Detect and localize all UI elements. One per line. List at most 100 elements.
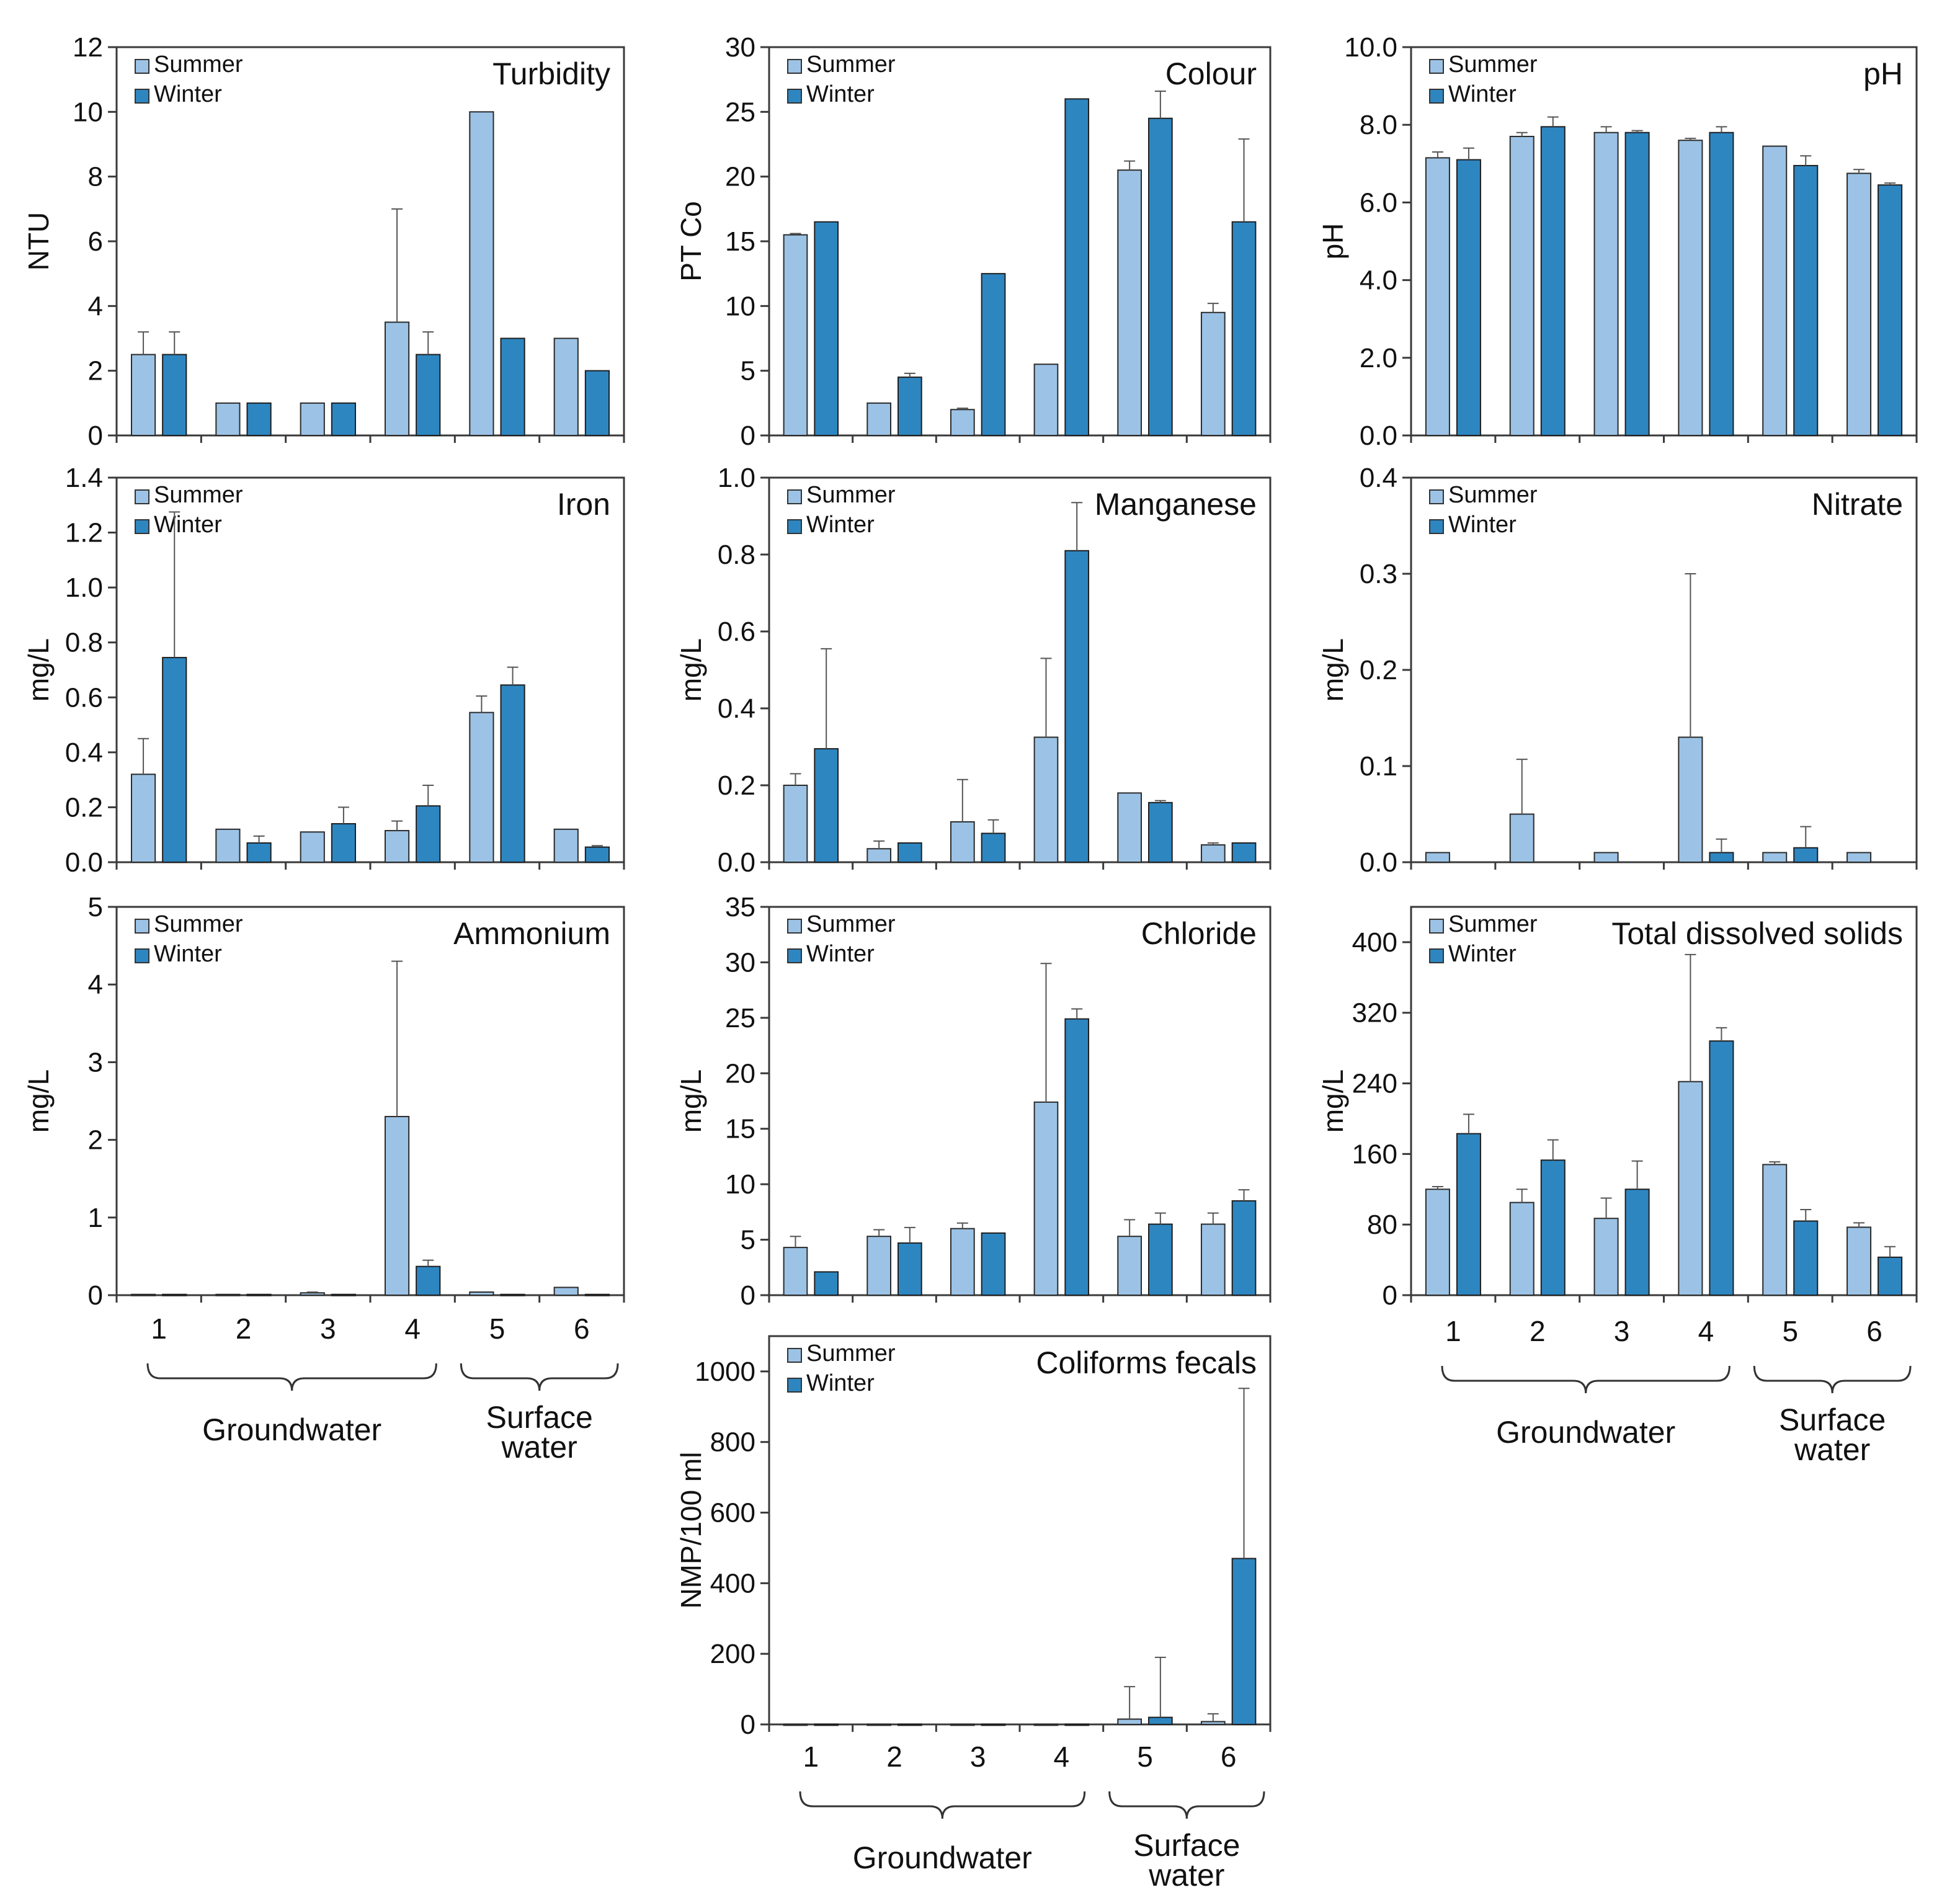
y-tick-label: 4 — [88, 970, 103, 1000]
panel-colour: 0 5 10 15 20 25 30 PT Co Colour Summer Winter — [675, 32, 1272, 451]
y-tick-label: 0.1 — [1360, 751, 1397, 782]
y-tick-label: 0 — [88, 421, 103, 451]
bar-winter-site-5 — [1148, 1223, 1173, 1296]
bar-winter-site-3 — [981, 273, 1006, 436]
y-tick-label: 5 — [88, 892, 103, 922]
category-label: 2 — [886, 1741, 902, 1773]
y-axis-label: mg/L — [22, 1069, 55, 1133]
bar-winter-site-5 — [500, 337, 525, 436]
bar-winter-site-4 — [1709, 852, 1734, 863]
y-tick-label: 10.0 — [1344, 32, 1397, 63]
surface-water-brace — [460, 1363, 619, 1391]
bar-winter-site-4 — [1709, 132, 1734, 436]
bar-summer-site-4 — [1033, 1101, 1059, 1296]
panel-title: Total dissolved solids — [1611, 916, 1903, 951]
bar-winter-site-6 — [1231, 1558, 1257, 1726]
y-tick-label: 5 — [741, 1225, 755, 1255]
bar-winter-site-2 — [1540, 126, 1566, 437]
panel-iron: 0.0 0.2 0.4 0.6 0.8 1.0 1.2 1.4 mg/L Iron Summer Wi… — [22, 463, 625, 878]
plot-frame — [1410, 476, 1918, 863]
y-axis-label: mg/L — [675, 638, 707, 702]
legend-swatch-summer — [1429, 59, 1444, 74]
bar-winter-site-1 — [162, 657, 187, 863]
bar-winter-site-4 — [1064, 98, 1090, 436]
bar-summer-site-5 — [1762, 145, 1788, 436]
y-axis-label: mg/L — [675, 1069, 707, 1133]
bar-winter-site-4 — [1709, 1040, 1734, 1296]
y-tick-label: 0.8 — [65, 628, 103, 658]
legend-swatch-summer — [787, 919, 802, 934]
legend-swatch-winter — [787, 948, 802, 963]
bar-summer-site-3 — [300, 831, 325, 863]
y-tick-label: 600 — [710, 1498, 755, 1528]
panel-title: Chloride — [1141, 916, 1257, 951]
bar-summer-site-6 — [1200, 1223, 1226, 1296]
y-tick-label: 0 — [741, 421, 755, 451]
bar-summer-site-5 — [469, 111, 494, 437]
bar-winter-site-4 — [416, 805, 441, 863]
bar-summer-site-4 — [1678, 736, 1703, 863]
plot-frame — [1410, 46, 1918, 437]
y-tick-label: 25 — [725, 97, 755, 127]
legend-label-summer: Summer — [1448, 51, 1538, 78]
y-tick-label: 4 — [88, 291, 103, 321]
y-tick-label: 15 — [725, 226, 755, 257]
group-label-surface: Surface — [486, 1400, 593, 1435]
legend-swatch-winter — [787, 89, 802, 104]
y-tick-label: 0 — [741, 1280, 755, 1311]
category-label: 4 — [1698, 1315, 1714, 1347]
legend-swatch-summer — [1429, 919, 1444, 934]
y-tick-label: 0.6 — [65, 682, 103, 713]
y-axis-label: NTU — [22, 212, 55, 271]
y-tick-label: 160 — [1352, 1139, 1397, 1169]
bar-winter-site-5 — [1148, 117, 1173, 436]
bar-winter-site-2 — [898, 842, 922, 863]
category-label: 3 — [970, 1741, 986, 1773]
y-tick-label: 1 — [88, 1203, 103, 1233]
bar-summer-site-5 — [1762, 852, 1788, 863]
bar-winter-site-3 — [331, 402, 357, 436]
category-label: 2 — [1530, 1315, 1546, 1347]
bar-winter-site-2 — [246, 842, 272, 863]
bar-summer-site-2 — [866, 848, 891, 863]
y-tick-label: 240 — [1352, 1069, 1397, 1099]
panel-title: Iron — [557, 487, 610, 522]
bar-winter-site-4 — [416, 1265, 441, 1296]
category-label: 2 — [236, 1313, 252, 1345]
bar-winter-site-4 — [416, 354, 441, 436]
groundwater-brace — [146, 1363, 437, 1391]
legend-label-winter: Winter — [806, 1370, 875, 1396]
bar-winter-site-5 — [500, 684, 525, 863]
legend-label-summer: Summer — [154, 911, 243, 937]
panel-manganese: 0.0 0.2 0.4 0.6 0.8 1.0 mg/L Manganese Summer Win… — [675, 463, 1272, 878]
bar-winter-site-6 — [1878, 1256, 1903, 1296]
bar-summer-site-6 — [553, 828, 579, 863]
legend-swatch-summer — [787, 1348, 802, 1363]
legend-swatch-summer — [135, 59, 149, 74]
y-tick-label: 2 — [88, 1125, 103, 1156]
y-tick-label: 3 — [88, 1047, 103, 1077]
legend-label-summer: Summer — [1448, 482, 1538, 508]
legend-swatch-winter — [787, 1378, 802, 1393]
panel-title: Colour — [1165, 56, 1257, 91]
bar-winter-site-3 — [981, 832, 1006, 863]
category-label: 6 — [1866, 1315, 1882, 1347]
panel-chloride: 0 5 10 15 20 25 30 35 mg/L Chloride Summer Winter — [675, 892, 1272, 1311]
bar-summer-site-4 — [1678, 140, 1703, 437]
y-tick-label: 6.0 — [1360, 187, 1397, 218]
bar-winter-site-4 — [1064, 1018, 1090, 1296]
bar-winter-site-6 — [584, 1293, 610, 1296]
y-tick-label: 0.0 — [65, 847, 103, 878]
legend-label-winter: Winter — [1448, 512, 1517, 538]
bar-winter-site-6 — [1231, 221, 1257, 436]
y-tick-label: 1.4 — [65, 463, 103, 493]
panel-title: Coliforms fecals — [1036, 1345, 1257, 1380]
y-tick-label: 25 — [725, 1003, 755, 1033]
y-tick-label: 400 — [710, 1568, 755, 1598]
panel-title: Nitrate — [1812, 487, 1903, 522]
bar-summer-site-5 — [469, 1291, 494, 1296]
legend-swatch-winter — [1429, 948, 1444, 963]
legend-label-winter: Winter — [806, 512, 875, 538]
y-tick-label: 200 — [710, 1639, 755, 1669]
